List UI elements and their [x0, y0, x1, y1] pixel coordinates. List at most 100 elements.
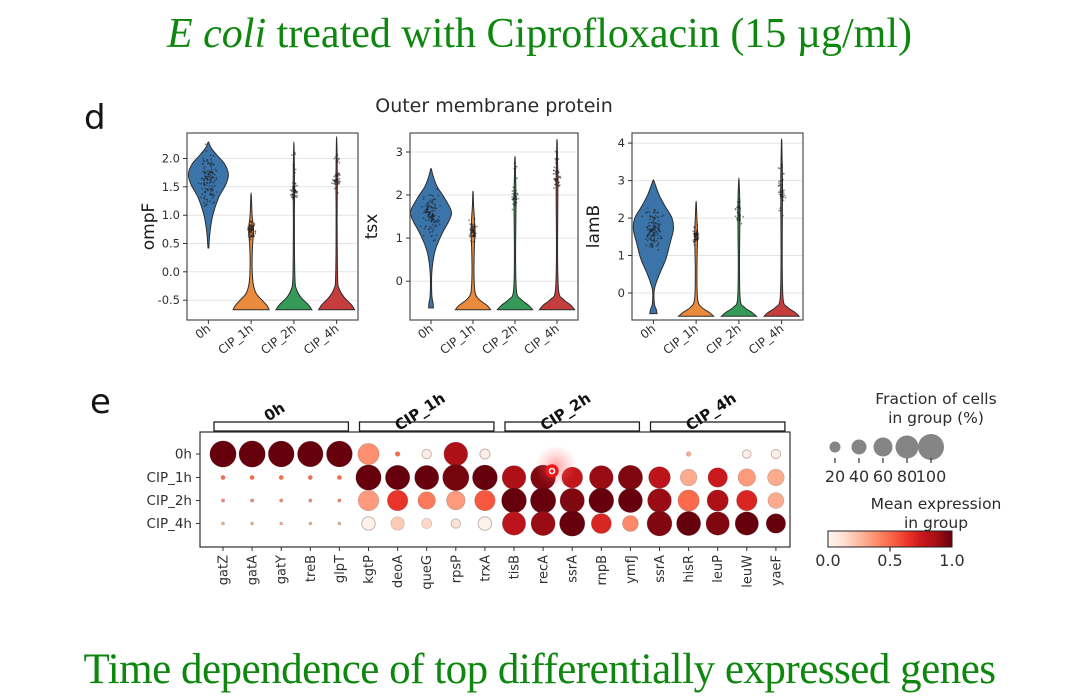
size-legend-dot-20: [829, 441, 841, 453]
jitter-point: [471, 225, 473, 228]
jitter-point: [644, 238, 647, 241]
jitter-point: [425, 211, 428, 214]
jitter-point: [470, 227, 472, 230]
jitter-point: [294, 182, 297, 185]
gene-label: deoA: [391, 555, 406, 588]
jitter-point: [649, 225, 651, 227]
jitter-point: [333, 187, 336, 190]
dot-0h-treB: [297, 440, 324, 468]
jitter-point: [337, 175, 339, 178]
jitter-point: [211, 185, 214, 188]
dot-CIP_2h-hisR: [677, 489, 700, 512]
jitter-point: [249, 221, 252, 223]
jitter-point: [202, 157, 205, 160]
x-tick-label: CIP_2h: [479, 321, 519, 357]
dot-0h-queG: [421, 448, 432, 460]
jitter-point: [646, 239, 649, 242]
y-axis-label: lamB: [584, 205, 604, 248]
y-axis-label: tsx: [362, 214, 382, 240]
jitter-point: [738, 198, 740, 201]
jitter-point: [471, 227, 474, 230]
jitter-point: [512, 186, 515, 189]
jitter-point: [739, 220, 742, 222]
jitter-point: [470, 229, 472, 232]
jitter-point: [648, 245, 651, 248]
jitter-point: [208, 178, 211, 181]
jitter-point: [737, 209, 740, 211]
gene-label: ymfJ: [624, 555, 639, 584]
jitter-point: [476, 225, 478, 228]
dot-CIP_1h-trxA: [472, 464, 498, 491]
jitter-point: [659, 223, 662, 226]
x-tick-label: CIP_1h: [216, 321, 256, 357]
jitter-point: [428, 204, 430, 207]
jitter-point: [334, 156, 337, 158]
dot-0h-deoA: [394, 451, 401, 457]
dot-CIP_4h-ssrA: [646, 510, 673, 537]
jitter-point: [655, 221, 657, 224]
jitter-point: [647, 207, 649, 209]
jitter-point: [653, 237, 656, 239]
y-tick-label: -0.5: [158, 293, 180, 307]
jitter-point: [656, 237, 659, 240]
jitter-point: [248, 233, 251, 236]
jitter-point: [512, 203, 514, 205]
jitter-point: [252, 232, 254, 235]
jitter-point: [652, 233, 655, 236]
violin-ompF-CIP_1h: [232, 192, 270, 311]
jitter-point: [557, 172, 559, 175]
jitter-point: [432, 207, 435, 210]
jitter-point: [431, 218, 433, 220]
jitter-point: [647, 225, 650, 227]
jitter-point: [556, 179, 559, 182]
y-tick-label: 0: [396, 274, 403, 288]
jitter-point: [202, 160, 205, 163]
dot-0h-leuW: [742, 449, 752, 459]
jitter-point: [555, 166, 558, 169]
jitter-point: [291, 196, 293, 198]
jitter-point: [469, 223, 472, 226]
jitter-point: [648, 228, 651, 230]
jitter-point: [778, 180, 780, 183]
x-tick-label: CIP_2h: [258, 321, 298, 357]
dot-CIP_1h-hisR: [679, 468, 698, 487]
jitter-point: [338, 183, 340, 185]
violin-lamB-CIP_2h: [720, 177, 758, 317]
x-tick-label: 0h: [193, 321, 214, 341]
dot-CIP_4h-hisR: [676, 511, 701, 536]
jitter-point: [557, 158, 560, 160]
size-legend-dot-60: [873, 437, 893, 457]
jitter-point: [334, 183, 337, 186]
jitter-point: [779, 189, 781, 192]
jitter-point: [206, 179, 209, 181]
jitter-point: [738, 214, 741, 217]
jitter-point: [781, 184, 783, 187]
group-bracket-CIP_1h: [358, 421, 495, 432]
jitter-point: [653, 222, 656, 225]
axes-frame: [631, 132, 804, 321]
gene-label: gatY: [275, 555, 290, 584]
jitter-point: [652, 227, 655, 230]
jitter-point: [653, 225, 656, 227]
jitter-point: [513, 194, 516, 197]
jitter-point: [339, 181, 342, 183]
jitter-point: [782, 199, 785, 202]
jitter-point: [338, 161, 341, 164]
jitter-point: [555, 161, 557, 164]
jitter-point: [780, 195, 783, 197]
jitter-point: [203, 205, 206, 207]
jitter-point: [336, 160, 339, 163]
figure-title-italic: E coli: [166, 11, 267, 57]
jitter-point: [651, 221, 654, 224]
jitter-point: [657, 244, 659, 246]
jitter-point: [779, 191, 782, 194]
jitter-point: [291, 185, 294, 188]
jitter-point: [428, 216, 431, 218]
jitter-point: [203, 201, 205, 204]
jitter-point: [737, 204, 740, 207]
violin-plot-tsx: 3 2 1 0 0h CIP_1h CIP_2h CIP_4h tsx: [362, 132, 579, 357]
jitter-point: [468, 235, 471, 237]
jitter-point: [215, 176, 218, 179]
jitter-point: [657, 219, 660, 222]
jitter-point: [783, 189, 785, 192]
